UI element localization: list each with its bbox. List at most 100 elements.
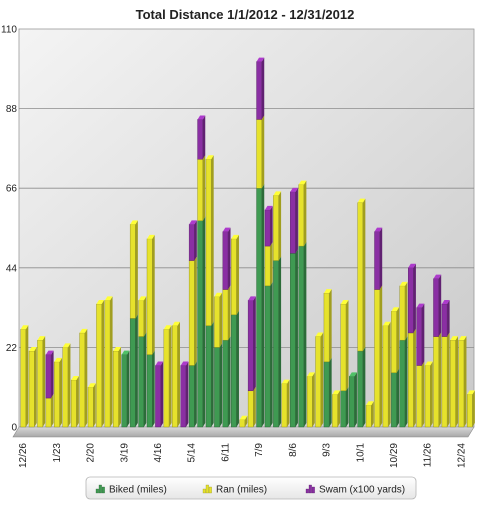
bar-segment-swam	[374, 227, 383, 290]
bar-segment-biked	[273, 256, 282, 428]
bar-segment-ran	[306, 372, 315, 428]
legend-item-biked: Biked (miles)	[95, 485, 167, 496]
bar-segment-swam	[222, 227, 231, 290]
bar-segment-ran	[172, 321, 180, 428]
legend-label: Biked (miles)	[109, 485, 167, 496]
bar-segment-ran	[214, 292, 223, 348]
bar-segment-ran	[104, 296, 113, 428]
legend-label: Ran (miles)	[216, 485, 267, 496]
bar-segment-ran	[357, 198, 366, 352]
bar-segment-swam	[180, 361, 189, 428]
y-tick-label: 22	[6, 343, 18, 354]
bar-segment-ran	[45, 394, 54, 428]
bar-segment-ran	[408, 328, 416, 428]
bar-segment-swam	[433, 274, 442, 337]
bar-segment-biked	[264, 281, 273, 428]
bar-segment-biked	[121, 350, 130, 428]
bar-segment-ran	[273, 191, 282, 261]
bar-segment-ran	[466, 390, 475, 428]
bar-segment-swam	[264, 205, 273, 247]
bar-segment-ran	[323, 289, 332, 363]
bar-segment-swam	[188, 220, 197, 261]
bar-segment-ran	[256, 115, 265, 189]
bar-segment-biked	[146, 350, 155, 428]
x-tick-label: 4/16	[153, 443, 164, 463]
bar-segment-biked	[298, 242, 307, 428]
bar-segment-ran	[365, 401, 374, 428]
bar-segment-ran	[20, 325, 29, 428]
bar-segment-swam	[45, 350, 54, 399]
bar-segment-biked	[231, 310, 239, 428]
x-tick-label: 9/3	[322, 443, 333, 457]
legend-item-ran: Ran (miles)	[202, 485, 267, 496]
bar-segment-biked	[205, 321, 214, 428]
bar-segment-ran	[332, 390, 341, 428]
bar-segment-ran	[163, 325, 172, 428]
legend-box	[85, 476, 417, 500]
chart-title: Total Distance 1/1/2012 - 12/31/2012	[136, 7, 355, 22]
bar-segment-swam	[408, 263, 416, 334]
bar-segment-biked	[391, 368, 400, 428]
bar-segment-ran	[424, 361, 433, 428]
x-tick-label: 10/29	[389, 443, 400, 468]
bar-segment-swam	[197, 115, 206, 160]
bar-segment-swam	[256, 57, 265, 120]
bar-segment-ran	[138, 296, 147, 337]
bar-segment-biked	[340, 386, 349, 428]
x-tick-label: 5/14	[187, 443, 198, 463]
bar-segment-ran	[399, 281, 408, 341]
bar-segment-ran	[28, 347, 37, 428]
x-tick-label: 12/26	[18, 443, 29, 468]
bar-segment-ran	[391, 307, 400, 373]
bar-segment-biked	[323, 357, 332, 428]
bar-segment-biked	[197, 216, 206, 428]
bar-segment-ran	[458, 336, 467, 428]
bar-segment-ran	[188, 256, 197, 366]
bar-segment-ran	[433, 332, 442, 428]
bar-segment-ran	[54, 357, 63, 428]
bar-segment-ran	[146, 234, 155, 355]
y-tick-label: 0	[11, 423, 17, 434]
bar-segment-ran	[96, 299, 105, 428]
bar-segment-ran	[231, 234, 239, 316]
x-tick-label: 2/20	[86, 443, 97, 463]
bar-segment-ran	[374, 285, 383, 428]
bar-segment-biked	[222, 336, 231, 428]
bar-segment-ran	[197, 155, 206, 221]
x-tick-label: 10/1	[355, 443, 366, 463]
bar-segment-ran	[79, 328, 88, 428]
bar-segment-ran	[247, 386, 256, 428]
bar-segment-ran	[416, 361, 425, 428]
y-tick-label: 88	[6, 104, 18, 115]
bar-segment-ran	[70, 375, 79, 428]
bar-segment-biked	[357, 347, 366, 428]
bar-segment-biked	[188, 361, 197, 428]
bar-segment-ran	[222, 285, 231, 341]
y-tick-label: 44	[6, 263, 18, 274]
x-tick-label: 11/26	[423, 443, 434, 468]
bar-segment-biked	[290, 249, 298, 428]
x-tick-label: 1/23	[52, 443, 63, 463]
bar-segment-ran	[340, 299, 349, 392]
bar-segment-ran	[264, 242, 273, 287]
bar-segment-ran	[129, 220, 138, 319]
x-tick-label: 8/6	[288, 443, 299, 457]
bar-segment-biked	[214, 343, 223, 428]
x-tick-label: 6/11	[220, 443, 231, 462]
y-tick-label: 110	[1, 25, 17, 36]
bar-segment-swam	[441, 299, 450, 337]
bar-segment-ran	[37, 336, 46, 428]
bar-segment-swam	[290, 187, 298, 254]
bar-segment-ran	[298, 180, 307, 247]
bar-segment-biked	[256, 184, 265, 428]
y-tick-label: 66	[6, 184, 18, 195]
bar-segment-biked	[399, 336, 408, 428]
x-tick-label: 12/24	[456, 443, 467, 468]
bar-segment-ran	[450, 336, 459, 428]
bar-segment-swam	[155, 361, 164, 428]
bar-segment-ran	[441, 332, 450, 428]
bar-segment-ran	[62, 343, 71, 428]
bar-segment-swam	[416, 303, 425, 366]
